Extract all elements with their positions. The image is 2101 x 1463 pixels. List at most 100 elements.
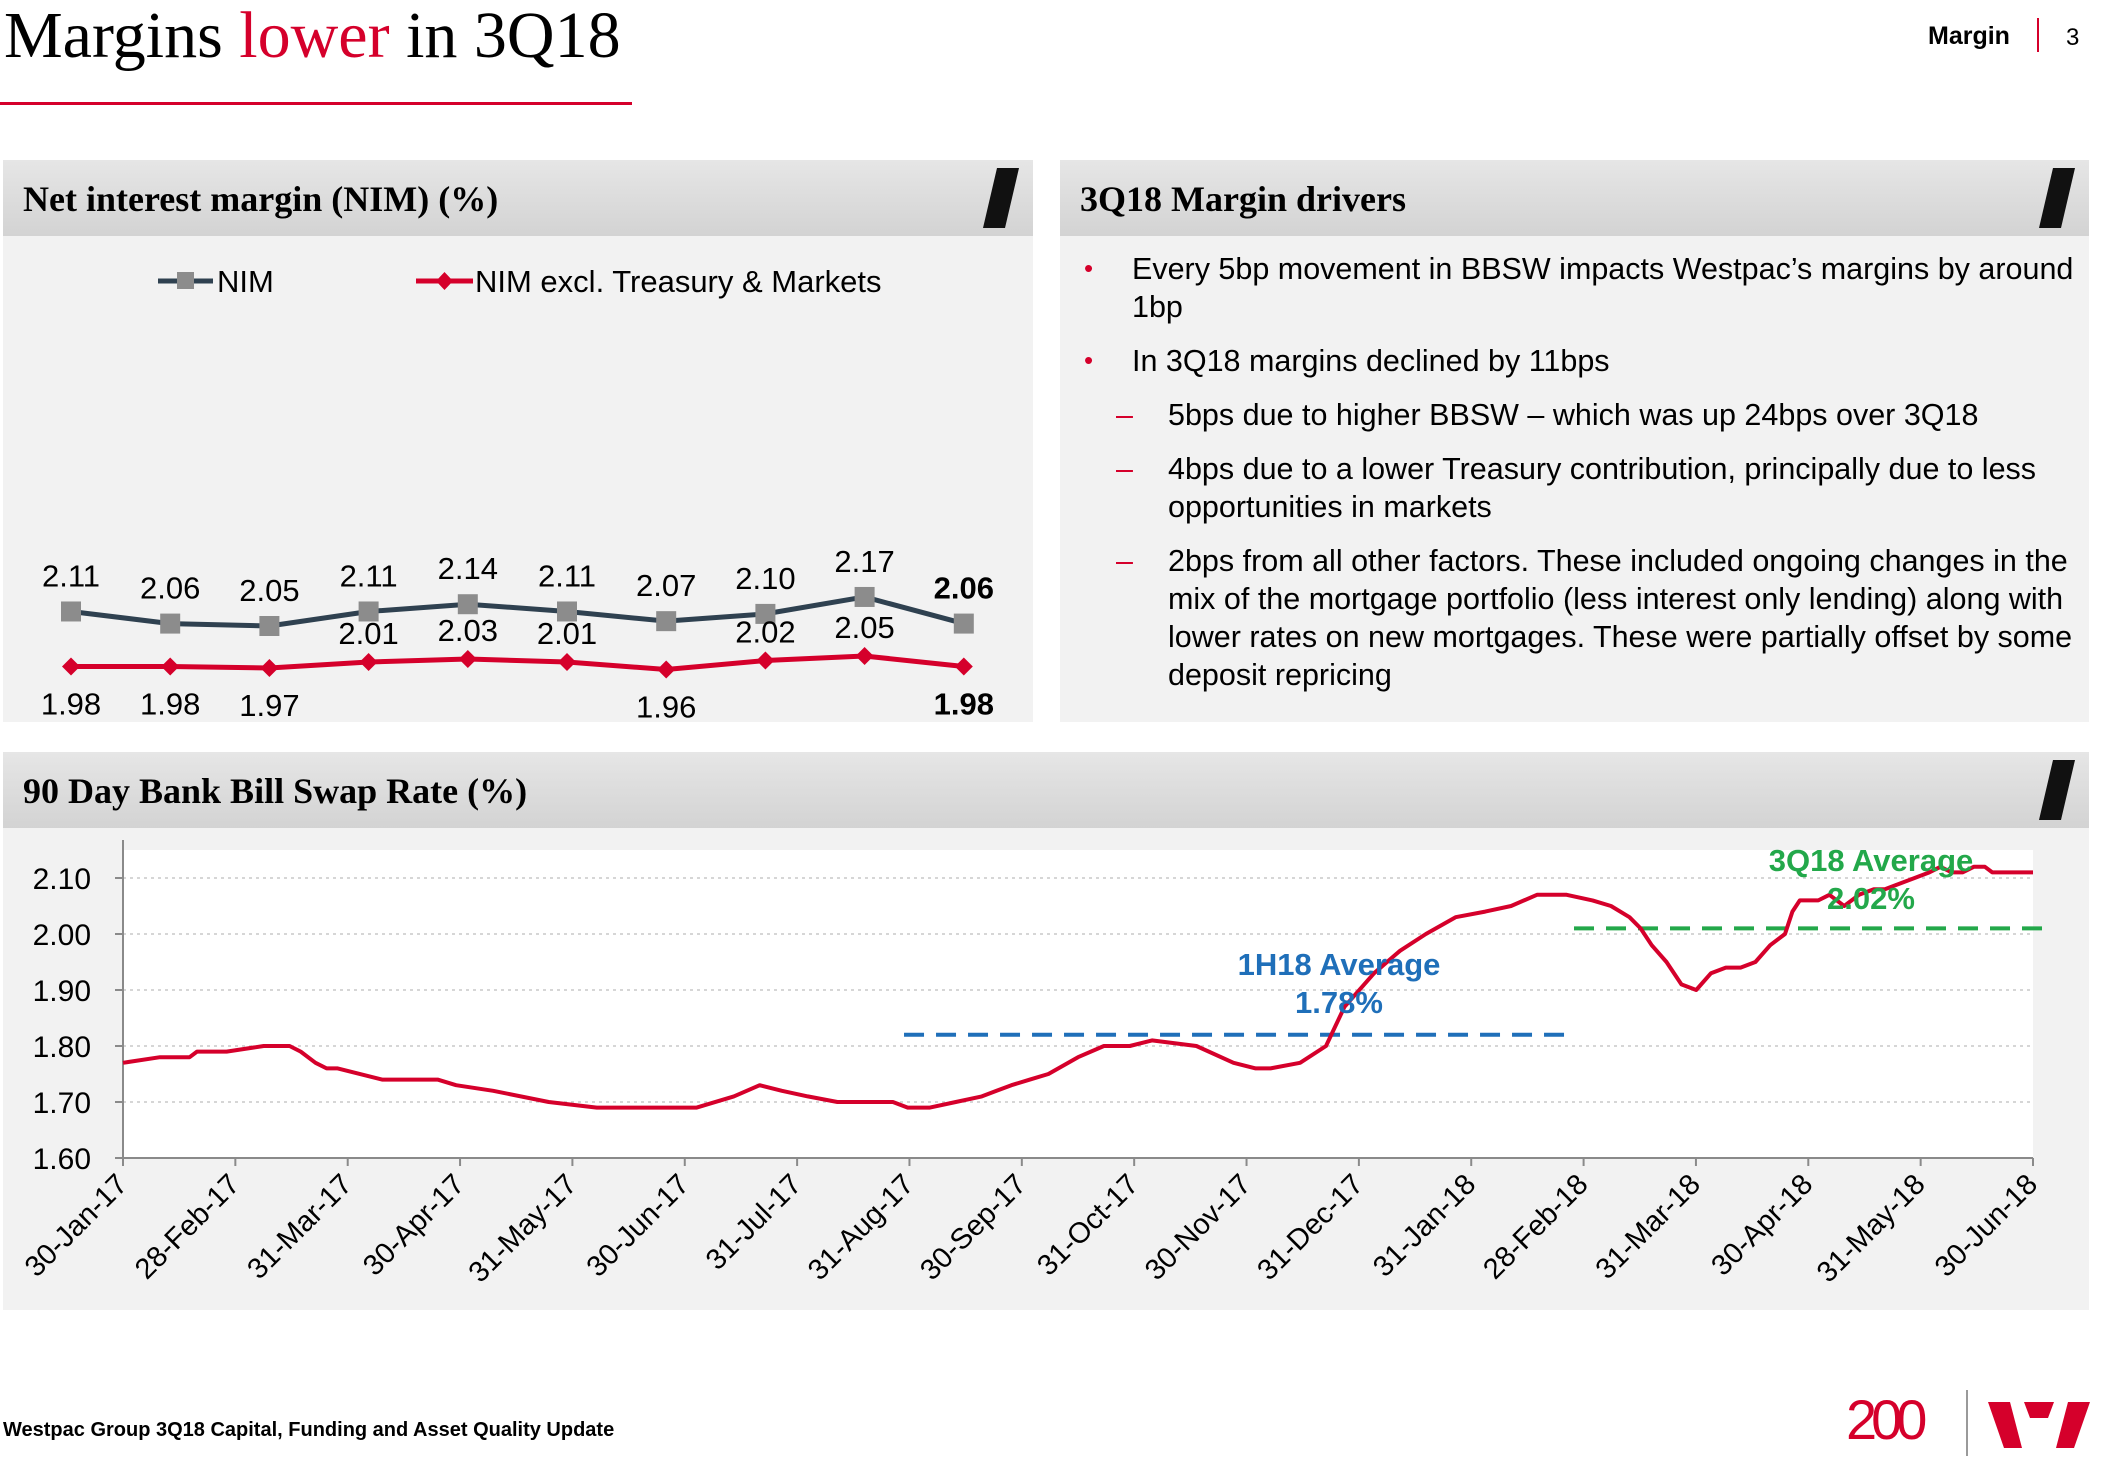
driver-text: 5bps due to higher BBSW – which was up 2… [1168,398,1979,432]
dash-icon: – [1116,398,1133,432]
driver-item: • In 3Q18 margins declined by 11bps [1080,342,2075,380]
x-tick-label: 28-Feb-18 [1477,1168,1594,1285]
x-tick-label: 31-Mar-18 [1590,1168,1707,1285]
nim-excl-data-label: 1.98 [41,687,101,722]
nim-excl-point [657,660,676,679]
nim-excl-data-label: 2.01 [338,616,398,651]
title-prefix: Margins [4,0,240,72]
nim-data-label: 2.11 [538,558,596,593]
x-tick-label: 30-Jun-18 [1929,1168,2044,1283]
bbsw-panel-title: 90 Day Bank Bill Swap Rate (%) [23,771,528,811]
bbsw-panel: 90 Day Bank Bill Swap Rate (%) 2.10 2.00 1… [3,752,2089,1310]
dash-icon: – [1116,452,1133,486]
nim-excl-data-label: 1.98 [934,687,994,722]
nim-excl-point [458,650,477,668]
x-tick-label: 30-Sep-17 [914,1168,1032,1286]
legend-label-nim: NIM [217,264,274,299]
x-tick-label: 28-Feb-17 [129,1168,246,1285]
bbsw-chart: 2.102.001.901.801.701.6030-Jan-1728-Feb-… [19,840,2048,1289]
nim-data-label: 2.05 [239,573,299,608]
nim-point [755,603,776,624]
slash-decoration-icon [983,168,1019,228]
driver-text: Every 5bp movement in BBSW impacts Westp… [1132,252,2074,324]
y-tick-label: 1.90 [33,975,91,1008]
y-tick-label: 1.60 [33,1143,91,1176]
plot-area [123,850,2033,1158]
dash-icon: – [1116,544,1133,578]
x-tick-label: 31-Dec-17 [1251,1168,1369,1286]
nim-excl-point [558,653,576,671]
drivers-panel-title: 3Q18 Margin drivers [1080,179,1406,219]
x-tick-label: 31-Oct-17 [1031,1168,1145,1282]
x-tick-label: 30-Apr-18 [1705,1168,1819,1282]
page-title: Margins lower in 3Q18 [4,0,621,76]
nim-excl-point [954,657,973,676]
nim-data-label: 2.06 [934,571,994,606]
nim-panel-title: Net interest margin (NIM) (%) [23,179,499,219]
nim-data-label: 2.11 [340,558,398,593]
title-underline [0,102,632,105]
nim-excl-point [62,657,80,676]
driver-text: 2bps from all other factors. These inclu… [1168,544,2073,692]
x-tick-label: 31-Mar-17 [241,1168,358,1285]
nim-panel: Net interest margin (NIM) (%) 1H142H141H… [3,160,1033,722]
y-tick-label: 1.80 [33,1031,91,1064]
x-tick-label: 31-Jan-18 [1367,1168,1482,1283]
legend-marker-excl [436,272,453,290]
nim-series-line [70,594,965,629]
driver-subitem: – 2bps from all other factors. These incl… [1080,542,2075,694]
nim-data-label: 2.06 [140,571,200,606]
nim-point [358,601,379,622]
driver-subitem: – 4bps due to a lower Treasury contributi… [1080,450,2075,526]
x-tick-label: 30-Jan-17 [19,1168,134,1283]
legend-label-excl: NIM excl. Treasury & Markets [475,264,882,299]
nim-excl-point [855,647,874,665]
nim-excl-data-label: 2.02 [735,615,795,650]
header-divider [2037,18,2039,52]
nim-excl-data-label: 2.01 [537,616,597,651]
nim-point [854,586,875,607]
nim-excl-point [359,653,378,671]
slash-decoration-icon [2039,168,2075,228]
annotation-1h18-label: 1H18 Average [1238,947,1441,982]
drivers-list: • Every 5bp movement in BBSW impacts West… [1080,250,2075,710]
page-number: 3 [2066,24,2080,51]
nim-panel-header: Net interest margin (NIM) (%) [3,160,1033,236]
nim-data-label: 2.10 [735,561,795,596]
x-tick-label: 30-Jun-17 [581,1168,696,1283]
nim-data-label: 2.14 [438,551,498,586]
driver-subitem: – 5bps due to higher BBSW – which was up … [1080,396,2075,434]
x-tick-label: 30-Nov-17 [1139,1168,1257,1286]
x-tick-label: 31-May-17 [463,1168,584,1289]
section-label: Margin [1928,22,2010,50]
driver-text: In 3Q18 margins declined by 11bps [1132,344,1610,378]
driver-text: 4bps due to a lower Treasury contributio… [1168,452,2037,524]
x-tick-label: 31-Jul-17 [700,1168,808,1276]
y-tick-label: 2.10 [33,863,91,896]
nim-chart: 1H142H141H152H151H162H161H172H171H183Q18… [41,264,994,722]
westpac-logo-icon [1988,1402,2090,1448]
nim-data-label: 2.11 [42,558,100,593]
drivers-panel-header: 3Q18 Margin drivers [1060,160,2089,236]
bbsw-series-line [122,864,2033,1110]
footer-text: Westpac Group 3Q18 Capital, Funding and … [3,1419,615,1441]
nim-excl-series-line [71,653,965,673]
x-tick-label: 31-May-18 [1811,1168,1932,1289]
driver-item: • Every 5bp movement in BBSW impacts West… [1080,250,2075,326]
annotation-1h18-value: 1.78% [1295,985,1383,1020]
annotation-3q18-value: 2.02% [1827,881,1915,916]
nim-excl-point [756,651,775,670]
nim-point [557,601,577,622]
nim-point [61,601,81,622]
anniversary-logo: 200 [1846,1388,1927,1451]
bullet-icon: • [1084,345,1094,375]
nim-excl-data-label: 2.03 [438,613,498,648]
logo-divider [1966,1390,1968,1456]
nim-point [656,611,677,632]
nim-point [259,616,280,636]
bullet-icon: • [1084,253,1094,283]
chart-legend: NIM NIM excl. Treasury & Markets [158,264,882,299]
slash-decoration-icon [2039,760,2075,820]
y-tick-label: 1.70 [33,1087,91,1120]
legend-marker-nim [177,272,194,289]
